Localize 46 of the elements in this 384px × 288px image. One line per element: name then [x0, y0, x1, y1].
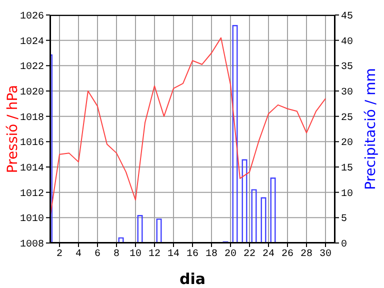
x-tick-label: 30: [319, 249, 332, 260]
x-tick-label: 12: [148, 249, 161, 260]
y-tick-label: 1008: [20, 240, 44, 251]
bar: [251, 189, 257, 243]
x-tick-label: 28: [300, 249, 313, 260]
y-tick-label: 1024: [20, 36, 44, 48]
y2-axis-title: Precipitació / mm: [362, 68, 379, 190]
bar: [156, 218, 162, 243]
y-tick-label: 1022: [20, 62, 44, 74]
x-tick-label: 14: [167, 249, 180, 260]
y2-tick-label: 0: [341, 240, 348, 251]
x-axis-title: dia: [179, 270, 206, 288]
y-tick-label: 1020: [20, 88, 44, 99]
y-tick-label: 1018: [20, 112, 44, 124]
bar: [137, 215, 143, 243]
bar: [118, 237, 124, 243]
y-tick-label: 1010: [20, 214, 44, 226]
x-tick-label: 16: [186, 249, 199, 260]
y-tick-label: 1026: [20, 12, 44, 23]
y2-tick-label: 20: [341, 138, 354, 150]
bar: [270, 178, 276, 243]
y2-tick-label: 5: [341, 214, 348, 226]
y2-tick-label: 45: [341, 12, 354, 23]
x-tick-label: 24: [262, 249, 275, 260]
x-tick-label: 8: [113, 249, 120, 260]
x-tick-label: 4: [75, 249, 82, 260]
x-tick-label: 22: [243, 249, 256, 260]
x-tick-label: 18: [205, 249, 218, 260]
bar: [242, 159, 248, 243]
bar: [232, 25, 238, 243]
x-tick-label: 10: [129, 249, 142, 260]
y-tick-label: 1016: [20, 138, 44, 150]
x-tick-label: 26: [281, 249, 294, 260]
x-tick-label: 6: [94, 249, 101, 260]
y-tick-label: 1014: [20, 164, 44, 175]
y-axis-title: Pressió / hPa: [4, 84, 21, 174]
y2-tick-label: 40: [341, 36, 354, 48]
y2-tick-label: 15: [341, 164, 354, 175]
bar: [260, 197, 266, 243]
y2-tick-label: 30: [341, 88, 354, 99]
y2-tick-label: 35: [341, 62, 354, 74]
y2-tick-label: 10: [341, 188, 354, 200]
x-tick-label: 20: [224, 249, 237, 260]
x-tick-label: 2: [56, 249, 63, 260]
y-tick-label: 1012: [20, 188, 44, 200]
y2-tick-label: 25: [341, 112, 354, 124]
